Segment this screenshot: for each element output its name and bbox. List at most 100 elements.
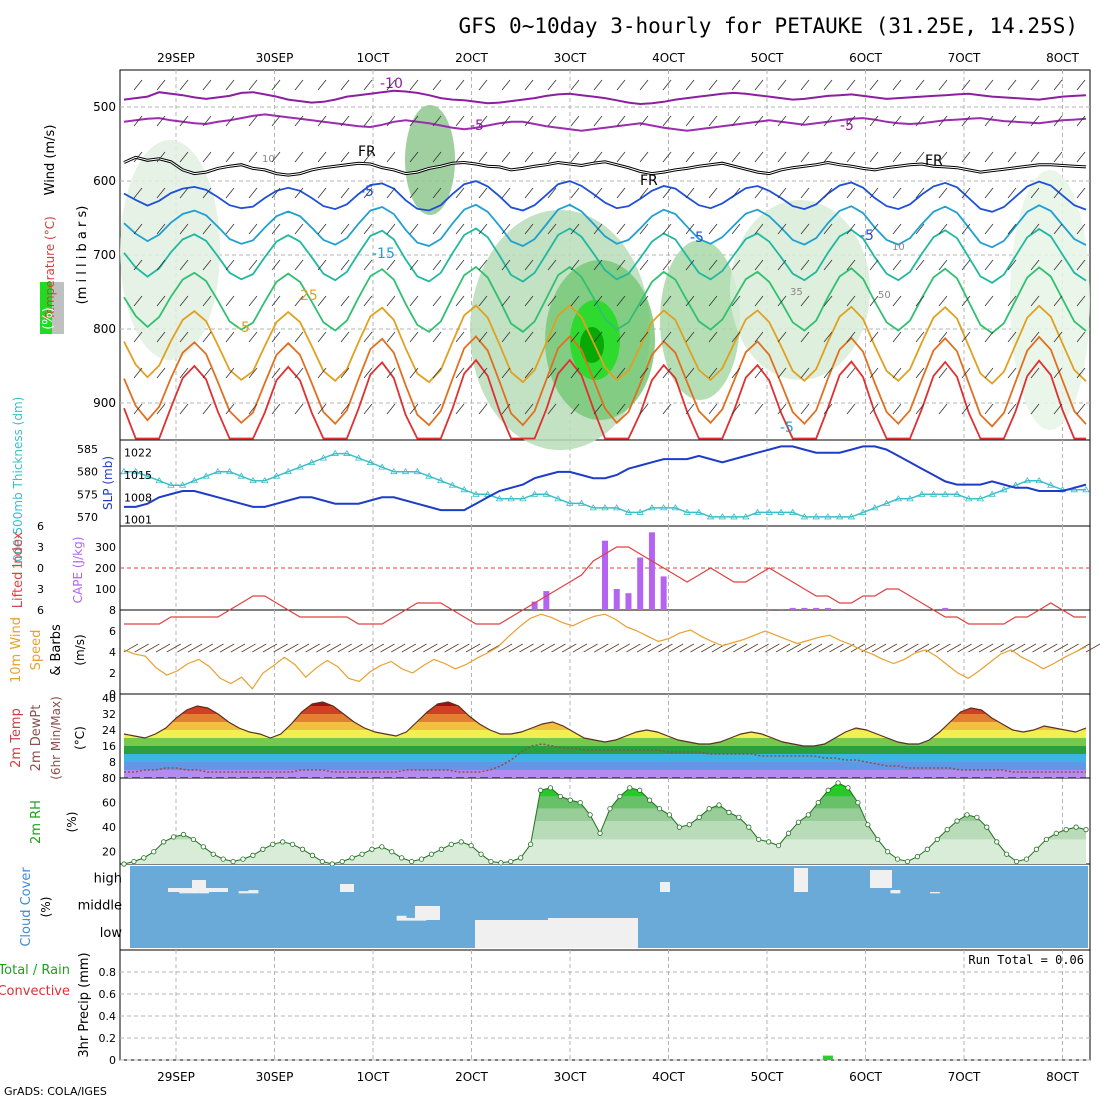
wind-barb-10m xyxy=(187,643,203,653)
rh-point xyxy=(1023,856,1030,862)
rh-point xyxy=(924,846,930,852)
cloud-block xyxy=(660,882,670,892)
thickness-point xyxy=(460,486,468,493)
wind-barb xyxy=(593,259,603,271)
wind-barb xyxy=(1053,403,1063,415)
wind-barb xyxy=(754,79,764,91)
rh-legend-swatch-light xyxy=(52,282,64,334)
wind-tick-label: 8 xyxy=(109,604,116,617)
wind-barb xyxy=(570,403,580,415)
wind-barb xyxy=(1053,331,1063,343)
time-label-bottom: 2OCT xyxy=(455,1070,488,1084)
wind-barb xyxy=(892,187,902,199)
rh-point xyxy=(845,785,851,791)
wind-barb xyxy=(455,223,465,235)
rh-point xyxy=(438,846,444,852)
rh-point xyxy=(220,856,226,862)
wind-barb-10m xyxy=(1000,643,1015,653)
wind-tick-label: 2 xyxy=(109,667,116,680)
cape-tick-label: 200 xyxy=(95,562,116,575)
wind-barb xyxy=(547,187,557,199)
wind-barb-10m xyxy=(358,643,374,653)
wind-barb xyxy=(179,259,189,271)
rh-point xyxy=(190,836,197,843)
rh-point xyxy=(944,826,950,833)
wind-barb xyxy=(731,403,741,415)
wind-barb xyxy=(1030,295,1040,307)
wind-barb xyxy=(156,151,166,163)
rh-point xyxy=(1043,836,1049,843)
wind-barb xyxy=(777,403,787,415)
wind-barb-10m xyxy=(465,643,481,653)
temp-tick-label: 8 xyxy=(109,756,116,769)
wind-barb xyxy=(685,295,695,307)
wind-barb xyxy=(363,115,373,127)
wind-barb xyxy=(225,79,235,91)
wind-barb-10m xyxy=(166,643,181,653)
wind-barb xyxy=(1076,403,1086,415)
wind-barb xyxy=(432,367,442,379)
wind-barb xyxy=(593,151,603,163)
thickness-point xyxy=(401,467,410,475)
time-label-bottom: 5OCT xyxy=(751,1070,784,1084)
wind-barb-10m xyxy=(914,643,930,653)
wind-barb xyxy=(455,367,465,379)
precip-axis-label: Convective xyxy=(0,984,70,999)
thickness-point xyxy=(988,490,996,497)
wind-barb-10m xyxy=(647,643,662,653)
thickness-point xyxy=(202,472,210,479)
wind-barb xyxy=(478,367,488,379)
rh-point xyxy=(994,839,1000,845)
thickness-point xyxy=(1047,481,1055,488)
wind-barb xyxy=(294,403,304,415)
wind-barb xyxy=(777,79,787,91)
thickness-line xyxy=(124,452,1086,518)
upper-panel-labels: Wind (m/s) Temperature (°C) RH (%) (m i … xyxy=(41,125,90,353)
wind-barb xyxy=(271,331,281,343)
wind-barb xyxy=(363,403,373,415)
rh-point xyxy=(607,806,613,812)
wind-barb xyxy=(409,259,419,271)
wind-barb xyxy=(616,367,626,379)
wind-barb xyxy=(570,295,580,307)
wind-barb-10m xyxy=(155,643,171,653)
wind-barb xyxy=(915,223,925,235)
wind-barb xyxy=(984,367,994,379)
rh-tick-label: 60 xyxy=(102,797,116,810)
time-label-bottom: 4OCT xyxy=(652,1070,685,1084)
wind-barb xyxy=(800,259,810,271)
wind-barb xyxy=(1076,115,1086,127)
time-label-bottom: 6OCT xyxy=(849,1070,882,1084)
rh-point xyxy=(587,812,593,818)
wind-barb xyxy=(1007,79,1017,91)
rh-point xyxy=(974,814,980,820)
thickness-point xyxy=(178,481,187,488)
wind-barb xyxy=(294,331,304,343)
wind-barb xyxy=(639,259,649,271)
precip-tick-label: 0 xyxy=(109,1054,116,1067)
thickness-point xyxy=(659,504,668,511)
wind-barb xyxy=(156,259,166,271)
wind-barb xyxy=(961,295,971,307)
temperature-contour-label: -5 xyxy=(860,228,874,244)
rh-point xyxy=(131,858,137,865)
wind-barb-10m xyxy=(1064,643,1079,653)
cloud-bar-high xyxy=(890,890,901,894)
wind-barb xyxy=(432,295,442,307)
wind-barb-10m xyxy=(829,643,844,653)
cloud-bar-high xyxy=(248,890,259,894)
precip-axis-label: Total / Rain xyxy=(0,963,70,978)
wind-barb xyxy=(984,187,994,199)
wind-barb xyxy=(317,115,327,127)
temperature-contour-label: -5 xyxy=(470,118,484,134)
rh-point xyxy=(409,858,415,865)
thickness-point xyxy=(530,490,539,497)
wind-barb xyxy=(616,403,626,415)
rh-point xyxy=(676,824,682,830)
rh-point xyxy=(736,814,742,820)
wind-barb xyxy=(800,223,810,235)
precip-axis-label: 3hr Precip (mm) xyxy=(77,952,92,1057)
wind-barb xyxy=(685,331,695,343)
temperature-contour-label: FR xyxy=(925,153,943,169)
wind-barb xyxy=(156,403,166,415)
